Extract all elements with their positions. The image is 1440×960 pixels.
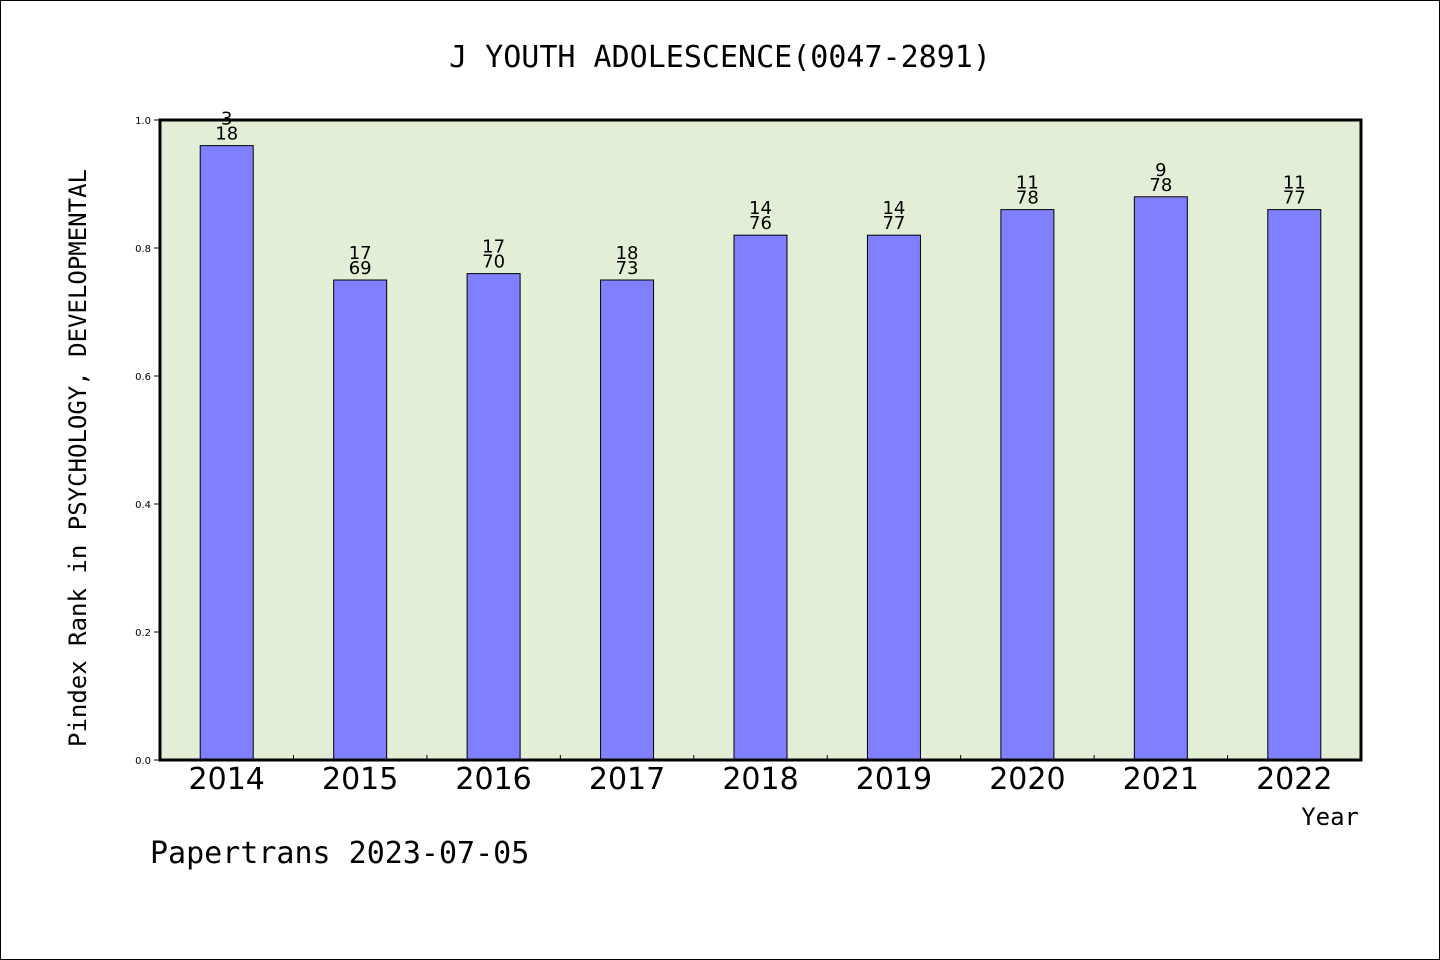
bar-rank-label: 18	[616, 243, 639, 264]
chart-title: J YOUTH ADOLESCENCE(0047-2891)	[449, 40, 991, 75]
bar-rank-label: 14	[882, 198, 905, 219]
bar-2018	[733, 234, 788, 761]
y-tick-label: 0.8	[135, 244, 151, 255]
y-tick-label: 1.0	[135, 116, 151, 127]
plot-border	[158, 118, 1363, 762]
x-tick-label: 2021	[1123, 762, 1199, 797]
bar-rank-label: 14	[749, 198, 772, 219]
bar-rank-label: 9	[1155, 160, 1166, 181]
bar-total-label: 77	[882, 213, 905, 234]
x-tick-label: 2018	[722, 762, 798, 797]
bar-2021	[1133, 196, 1188, 761]
x-tick-label: 2016	[455, 762, 531, 797]
bar-2014	[199, 145, 254, 761]
bar-total-label: 18	[215, 124, 238, 145]
bar-2017	[600, 279, 655, 761]
x-tick-label: 2019	[856, 762, 932, 797]
x-axis: 2014 2015 2016 2017 2018 2019 2020 2021 2022	[189, 755, 1332, 797]
bar-total-label: 76	[749, 213, 772, 234]
x-tick-label: 2020	[989, 762, 1065, 797]
bar-2019	[866, 234, 921, 761]
bar-rank-label: 17	[349, 243, 372, 264]
y-axis-label: Pindex Rank in PSYCHOLOGY, DEVELOPMENTAL	[64, 169, 92, 747]
footer-stamp: Papertrans 2023-07-05	[150, 836, 529, 871]
x-tick-label: 2015	[322, 762, 398, 797]
y-tick-label: 0.0	[135, 756, 151, 767]
bar-rank-label: 17	[482, 237, 505, 258]
bar-total-label: 73	[616, 258, 639, 279]
x-tick-label: 2022	[1256, 762, 1332, 797]
bar-2015	[333, 279, 388, 761]
bar-total-label: 78	[1149, 175, 1172, 196]
bar-2020	[1000, 209, 1055, 761]
x-tick-label: 2014	[189, 762, 265, 797]
bar-2022	[1267, 209, 1322, 761]
bar-total-label: 69	[349, 258, 372, 279]
bar-total-label: 70	[482, 252, 505, 273]
bar-total-label: 78	[1016, 188, 1039, 209]
bar-2016	[466, 273, 521, 761]
x-axis-label: Year	[1301, 803, 1359, 831]
bar-total-label: 77	[1283, 188, 1306, 209]
y-tick-label: 0.6	[135, 372, 151, 383]
y-axis: 0.0 0.2 0.4 0.6 0.8 1.0	[135, 116, 160, 767]
y-tick-label: 0.2	[135, 628, 151, 639]
x-tick-label: 2017	[589, 762, 665, 797]
y-tick-label: 0.4	[135, 500, 151, 511]
bar-rank-label: 11	[1016, 173, 1039, 194]
bar-rank-label: 11	[1283, 173, 1306, 194]
bars-group	[199, 145, 1322, 761]
